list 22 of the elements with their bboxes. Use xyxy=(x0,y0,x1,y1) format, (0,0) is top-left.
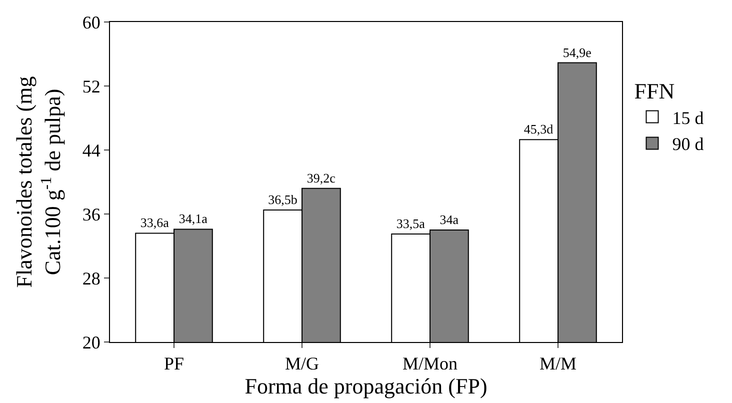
legend-label: 90 d xyxy=(672,134,704,154)
data-label: 54,9e xyxy=(562,44,592,60)
data-label: 36,5b xyxy=(268,192,298,207)
data-label: 45,3d xyxy=(524,122,554,137)
y-tick-label: 20 xyxy=(82,332,100,352)
legend-label: 15 d xyxy=(672,108,704,128)
y-tick-label: 36 xyxy=(82,204,100,224)
x-tick-label: M/M xyxy=(539,354,577,374)
y-tick-label: 44 xyxy=(82,140,100,160)
data-label: 33,5a xyxy=(396,216,426,231)
y-tick-label: 28 xyxy=(82,268,100,288)
data-label: 33,6a xyxy=(140,215,170,230)
legend-title: FFN xyxy=(634,78,675,104)
y-tick-label: 52 xyxy=(82,76,100,96)
y-tick-label: 60 xyxy=(82,12,100,32)
data-label: 34,1a xyxy=(178,211,208,226)
data-label: 39,2c xyxy=(306,170,336,186)
data-label: 34a xyxy=(440,212,459,227)
x-tick-label: M/G xyxy=(284,354,320,374)
x-tick-label: PF xyxy=(164,354,184,374)
x-tick-label: M/Mon xyxy=(402,354,458,374)
x-axis-title: Forma de propagación (FP) xyxy=(244,374,488,399)
